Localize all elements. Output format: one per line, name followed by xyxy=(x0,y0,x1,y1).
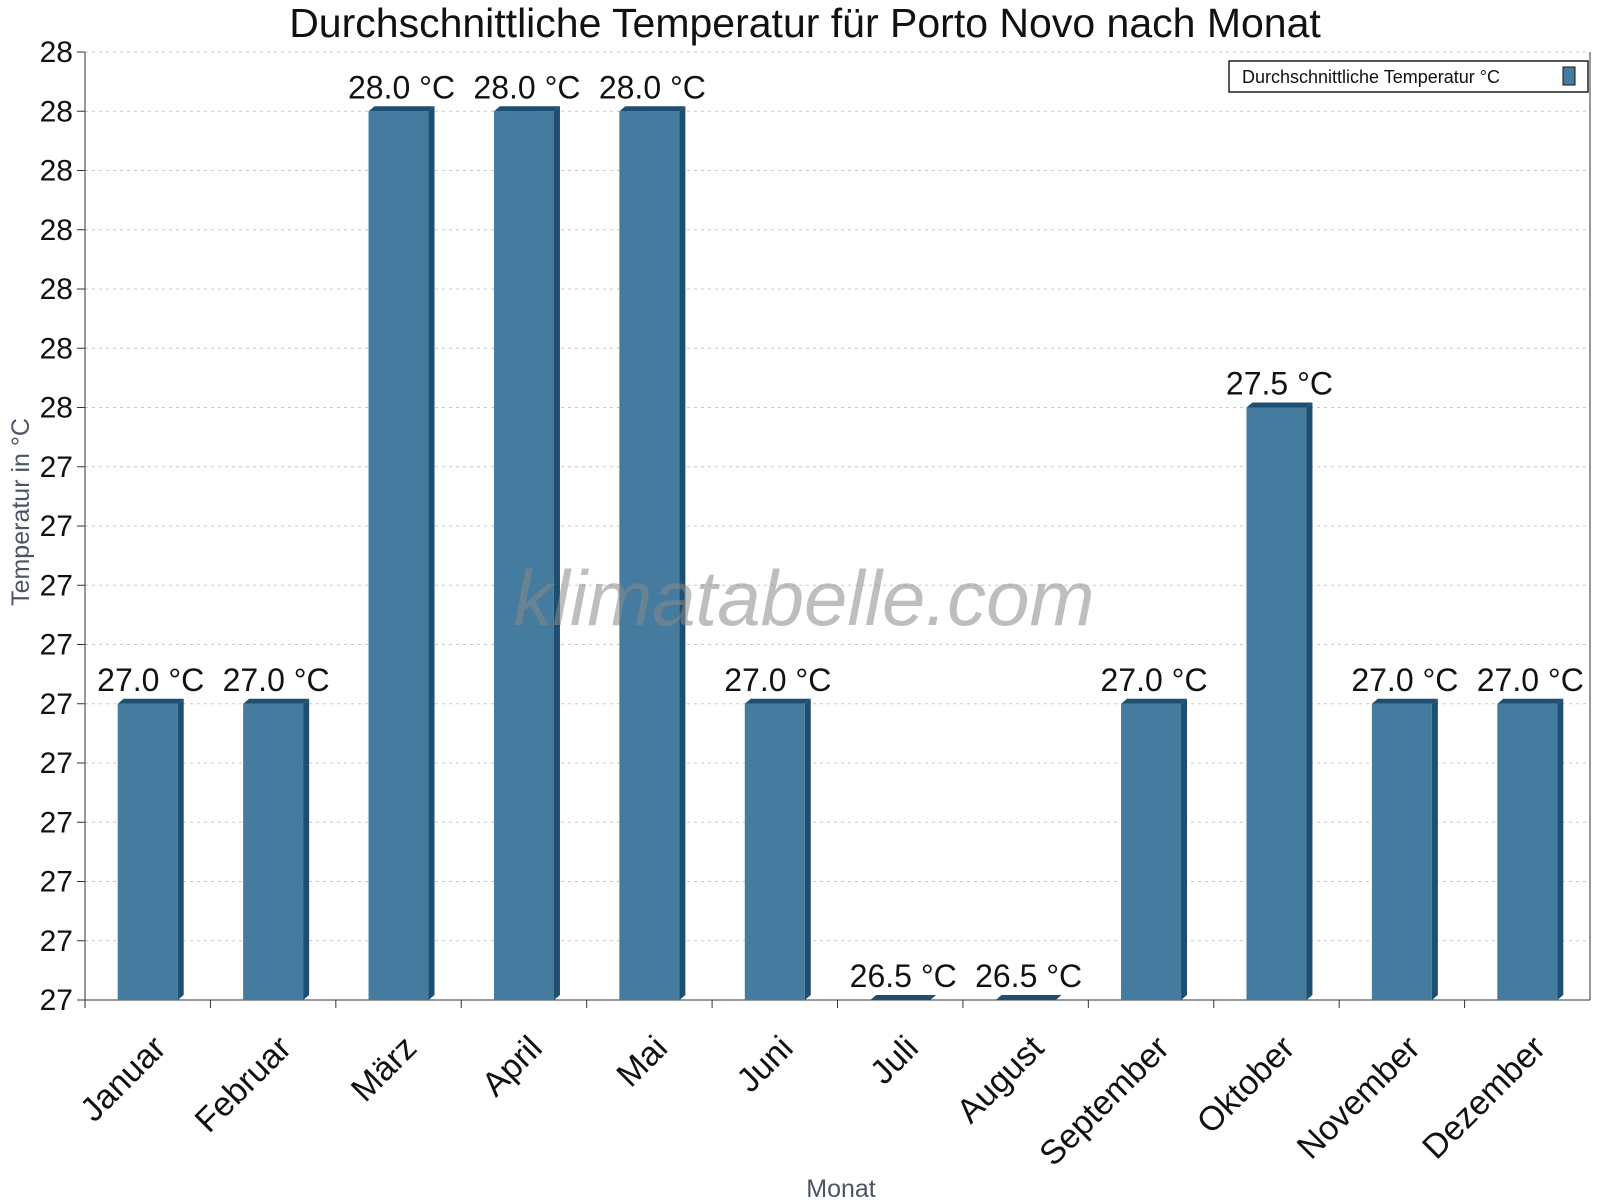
bar-side xyxy=(177,698,184,1000)
y-tick-label: 27 xyxy=(40,925,73,958)
y-tick-label: 27 xyxy=(40,866,73,899)
bar-side xyxy=(679,106,686,1000)
bar-side xyxy=(1557,698,1564,1000)
bar-top xyxy=(1371,698,1438,704)
y-tick-label: 28 xyxy=(40,332,73,365)
bar-top xyxy=(117,698,184,704)
x-tick-label: September xyxy=(1032,1029,1176,1173)
bar xyxy=(493,111,554,1000)
y-tick-label: 28 xyxy=(40,36,73,69)
y-tick-label: 27 xyxy=(40,984,73,1017)
x-tick-label: Dezember xyxy=(1415,1029,1553,1167)
y-tick-label: 28 xyxy=(40,95,73,128)
data-label: 27.0 °C xyxy=(97,662,204,698)
bar-top xyxy=(1246,402,1313,408)
x-tick-label: Juli xyxy=(863,1029,926,1092)
y-tick-label: 28 xyxy=(40,273,73,306)
legend-box xyxy=(1228,60,1589,93)
x-tick-label: November xyxy=(1290,1029,1428,1167)
data-label: 26.5 °C xyxy=(975,958,1082,994)
y-tick-label: 27 xyxy=(40,747,73,780)
bar xyxy=(368,111,429,1000)
data-label: 27.0 °C xyxy=(1351,662,1458,698)
legend-label: Durchschnittliche Temperatur °C xyxy=(1242,67,1500,87)
bar-top xyxy=(619,106,686,112)
y-tick-label: 27 xyxy=(40,806,73,839)
bar xyxy=(117,703,178,1000)
x-axis-label: Monat xyxy=(806,1175,876,1200)
bar xyxy=(1371,703,1432,1000)
data-label: 28.0 °C xyxy=(348,69,455,105)
bar xyxy=(1497,703,1558,1000)
grid-lines xyxy=(85,51,1590,1001)
bar-top xyxy=(870,995,937,1000)
y-tick-label: 27 xyxy=(40,451,73,484)
y-tick-label: 27 xyxy=(40,510,73,543)
data-label: 28.0 °C xyxy=(599,69,706,105)
bar-side xyxy=(428,106,435,1000)
watermark: klimatabelle.com xyxy=(514,554,1095,642)
x-tick-label: Januar xyxy=(73,1029,173,1129)
bar xyxy=(1246,407,1307,1000)
y-axis-label: Temperatur in °C xyxy=(7,418,35,606)
bar xyxy=(619,111,680,1000)
bar-top xyxy=(744,698,811,704)
data-label: 27.0 °C xyxy=(724,662,831,698)
bar xyxy=(1121,703,1182,1000)
legend-swatch xyxy=(1562,66,1576,86)
bar-side xyxy=(1306,402,1313,1000)
y-tick-label: 28 xyxy=(40,214,73,247)
bar-top xyxy=(1497,698,1564,704)
bar-side xyxy=(1181,698,1188,1000)
chart-title: Durchschnittliche Temperatur für Porto N… xyxy=(289,0,1321,46)
x-tick-label: April xyxy=(475,1029,550,1104)
x-tick-label: Mai xyxy=(609,1029,675,1095)
x-tick-label: August xyxy=(950,1028,1052,1130)
bar-top xyxy=(493,106,560,112)
bar xyxy=(744,703,805,1000)
data-label: 28.0 °C xyxy=(473,69,580,105)
bar-side xyxy=(303,698,310,1000)
x-tick-label: März xyxy=(344,1029,424,1109)
data-labels: 27.0 °C 27.0 °C 28.0 °C 28.0 °C 28.0 °C 27.0 … xyxy=(97,69,1584,994)
axes xyxy=(77,51,1591,1008)
bar-side xyxy=(804,698,811,1000)
y-tick-label: 28 xyxy=(40,392,73,425)
bar-top xyxy=(995,995,1062,1000)
y-tick-label: 27 xyxy=(40,629,73,662)
data-label: 27.0 °C xyxy=(1101,662,1208,698)
data-label: 27.5 °C xyxy=(1226,366,1333,402)
data-label: 27.0 °C xyxy=(223,662,330,698)
legend: Durchschnittliche Temperatur °C xyxy=(1228,60,1589,93)
bar-layer xyxy=(117,106,1564,1000)
bar-side xyxy=(553,106,560,1000)
data-label: 27.0 °C xyxy=(1477,662,1584,698)
y-tick-label: 28 xyxy=(40,155,73,188)
y-tick-label: 27 xyxy=(40,569,73,602)
bar-top xyxy=(243,698,310,704)
x-tick-label: Juni xyxy=(729,1029,800,1100)
bar-top xyxy=(368,106,435,112)
x-tick-label: Februar xyxy=(188,1029,299,1140)
y-tick-label: 27 xyxy=(40,688,73,721)
data-label: 26.5 °C xyxy=(850,958,957,994)
x-tick-label: Oktober xyxy=(1190,1029,1302,1141)
bar-top xyxy=(1121,698,1188,704)
bar xyxy=(243,703,304,1000)
bar-side xyxy=(1431,698,1438,1000)
